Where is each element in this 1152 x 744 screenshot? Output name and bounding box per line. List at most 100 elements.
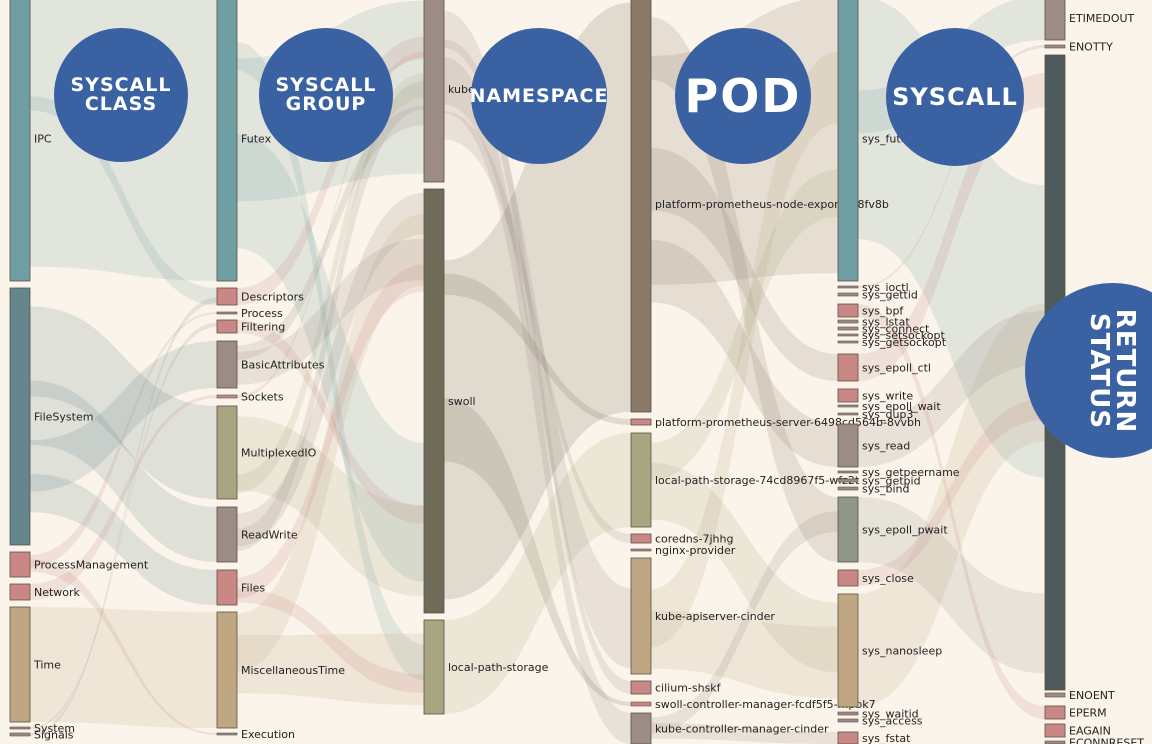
node-sys-bind[interactable] <box>837 486 859 491</box>
flow-band <box>30 312 217 568</box>
flow-band <box>30 380 217 562</box>
node-files[interactable] <box>216 569 238 606</box>
flow-band <box>444 433 631 714</box>
node-label: sys_fstat <box>862 732 911 744</box>
node-sys-ioctl[interactable] <box>837 285 859 289</box>
node-label: sys_bind <box>862 483 909 496</box>
flow-band <box>30 306 217 499</box>
node-local-path-storage[interactable] <box>423 619 445 715</box>
node-sys-waitid[interactable] <box>837 711 859 716</box>
node-label: Network <box>34 586 81 599</box>
flow-band <box>237 51 424 398</box>
flow-band <box>444 2 631 600</box>
node-sys-futex[interactable] <box>837 0 859 282</box>
node-label: System <box>34 722 75 735</box>
flow-band <box>651 148 838 381</box>
node-label: EPERM <box>1069 707 1107 720</box>
node-miscellaneoustime[interactable] <box>216 611 238 729</box>
node-eagain[interactable] <box>1044 723 1066 738</box>
badge-syscall: Syscall <box>886 28 1024 166</box>
node-sys-epoll-wait[interactable] <box>837 404 859 408</box>
node-sys-access[interactable] <box>837 718 859 723</box>
node-cilium-shskf[interactable] <box>630 680 652 695</box>
node-execution[interactable] <box>216 732 238 736</box>
node-label: IPC <box>34 133 52 146</box>
flow-band <box>30 96 217 306</box>
node-nginx-provider[interactable] <box>630 548 652 552</box>
node-label: sys_epoll_wait <box>862 400 941 413</box>
node-time[interactable] <box>9 606 31 723</box>
node-platform-prometheus-server-6498cd564b-8vvbh[interactable] <box>630 418 652 426</box>
node-sys-write[interactable] <box>837 388 859 403</box>
flow-band <box>651 239 838 467</box>
column-syscall-class: IPC FileSystem ProcessManagement Network Tim… <box>9 0 149 742</box>
node-futex[interactable] <box>216 0 238 282</box>
node-etimedout[interactable] <box>1044 0 1066 41</box>
flow-band <box>237 81 424 551</box>
node-sys-setsockopt[interactable] <box>837 333 859 337</box>
node-label: sys_access <box>862 715 923 728</box>
node-network[interactable] <box>9 583 31 601</box>
node-sockets[interactable] <box>216 394 238 399</box>
node-label: Files <box>241 582 265 595</box>
node-kube-system[interactable] <box>423 0 445 183</box>
node-basicattributes[interactable] <box>216 340 238 389</box>
node-label: kube-controller-manager-cinder <box>655 723 829 736</box>
node-sys-connect[interactable] <box>837 326 859 331</box>
node-process[interactable] <box>216 311 238 315</box>
node-sys-dup3[interactable] <box>837 412 859 416</box>
node-enotty[interactable] <box>1044 44 1066 49</box>
node-sys-nanosleep[interactable] <box>837 593 859 708</box>
node-swoll-controller-manager-fcdf5f5-mpbk7[interactable] <box>630 701 652 707</box>
node-readwrite[interactable] <box>216 506 238 563</box>
node-sys-close[interactable] <box>837 569 859 587</box>
node-coredns-7jhhg[interactable] <box>630 533 652 544</box>
node-kube-controller-manager-cinder[interactable] <box>630 712 652 744</box>
flow-band <box>30 341 217 492</box>
node-label: sys_waitid <box>862 708 919 721</box>
node-label: swoll-controller-manager-fcdf5f5-mpbk7 <box>655 698 876 711</box>
node-sys-read[interactable] <box>837 423 859 468</box>
node-eperm[interactable] <box>1044 705 1066 720</box>
node-sys-bpf[interactable] <box>837 303 859 318</box>
node-sys-getpeername[interactable] <box>837 470 859 474</box>
node-sys-epoll-pwait[interactable] <box>837 496 859 563</box>
node-sys-getpid[interactable] <box>837 478 859 483</box>
flow-band <box>651 169 838 481</box>
node-label: local-path-storage-74cd8967f5-wfz2t <box>655 474 860 487</box>
flow-band <box>237 134 424 582</box>
node-label: sys_connect <box>862 323 930 336</box>
node-label: sys_bpf <box>862 305 904 318</box>
badge-syscall-group-line1: Syscall <box>275 74 377 96</box>
node-sys-lstat[interactable] <box>837 319 859 324</box>
node-label: ReadWrite <box>241 529 298 542</box>
flow-band <box>30 607 217 728</box>
flow-band <box>651 610 838 699</box>
node-multiplexedio[interactable] <box>216 405 238 500</box>
node-filtering[interactable] <box>216 319 238 334</box>
node-local-path-storage-74cd8967f5-wfz2t[interactable] <box>630 432 652 528</box>
node-platform-prometheus-node-exporter-8fv8b[interactable] <box>630 0 652 413</box>
node-descriptors[interactable] <box>216 287 238 306</box>
node-sys-fstat[interactable] <box>837 731 859 744</box>
node-sys-gettid[interactable] <box>837 292 859 297</box>
badge-return-status-line1: Return <box>1110 308 1141 433</box>
node-label: sys_close <box>862 572 914 585</box>
node-sys-getsockopt[interactable] <box>837 340 859 344</box>
node-label: platform-prometheus-node-exporter-8fv8b <box>655 198 889 211</box>
node-econnreset[interactable] <box>1044 740 1066 744</box>
node-filesystem[interactable] <box>9 287 31 546</box>
node-label: sys_lstat <box>862 316 910 329</box>
node-system[interactable] <box>9 726 31 730</box>
badge-pod: Pod <box>675 28 811 164</box>
node-kube-apiserver-cinder[interactable] <box>630 557 652 675</box>
node-signals[interactable] <box>9 732 31 737</box>
node-enoent[interactable] <box>1044 692 1066 698</box>
node-swoll[interactable] <box>423 188 445 614</box>
flow-band <box>858 398 1045 586</box>
node-ipc[interactable] <box>9 0 31 282</box>
node-processmanagement[interactable] <box>9 551 31 578</box>
flow-band <box>858 310 1045 467</box>
node-sys-epoll-ctl[interactable] <box>837 353 859 382</box>
node-label: Time <box>33 659 61 672</box>
